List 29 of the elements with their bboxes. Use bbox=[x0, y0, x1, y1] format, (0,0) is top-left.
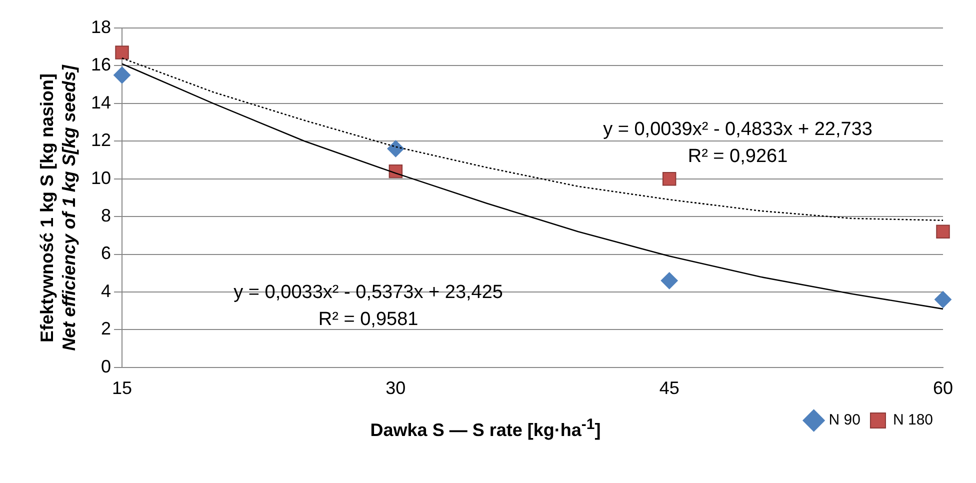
annotation: y = 0,0033x² - 0,5373x + 23,425 bbox=[234, 282, 503, 303]
y-tick-label: 16 bbox=[90, 54, 112, 75]
y-tick-label: 6 bbox=[101, 243, 112, 264]
y-tick-label: 14 bbox=[90, 92, 112, 112]
x-tick-label: 45 bbox=[659, 378, 680, 398]
y-tick-label: 18 bbox=[90, 16, 112, 37]
y-tick-label: 2 bbox=[101, 318, 112, 339]
point bbox=[115, 46, 129, 60]
y-tick-label: 10 bbox=[90, 168, 112, 188]
point bbox=[934, 291, 952, 308]
annotation: R² = 0,9261 bbox=[688, 146, 788, 168]
y-tick-label: 12 bbox=[90, 130, 112, 150]
point bbox=[387, 140, 404, 158]
legend-label: N 90 bbox=[828, 412, 860, 429]
x-tick-label: 60 bbox=[932, 378, 954, 398]
y-tick-label: 8 bbox=[101, 206, 112, 226]
y-tick-label: 4 bbox=[101, 280, 112, 301]
x-tick-label: 30 bbox=[386, 378, 406, 398]
y-axis-title: Efektywność 1 kg S [kg nasion] Net efficiency of 1 kg S[kg seeds] bbox=[36, 65, 80, 351]
point bbox=[936, 224, 950, 239]
point bbox=[662, 172, 676, 186]
x-axis-title: Dawka S — S rate [kg·ha$^{-1}$] bbox=[370, 416, 601, 440]
annotation: y = 0,0039x² - 0,4833x + 22,733 bbox=[603, 119, 872, 140]
point bbox=[660, 272, 678, 290]
x-tick-label: 15 bbox=[112, 378, 132, 398]
y-tick-label: 0 bbox=[101, 356, 112, 376]
legend-label: N 180 bbox=[892, 412, 934, 429]
point bbox=[114, 66, 131, 84]
annotation: R² = 0,9581 bbox=[318, 309, 418, 330]
